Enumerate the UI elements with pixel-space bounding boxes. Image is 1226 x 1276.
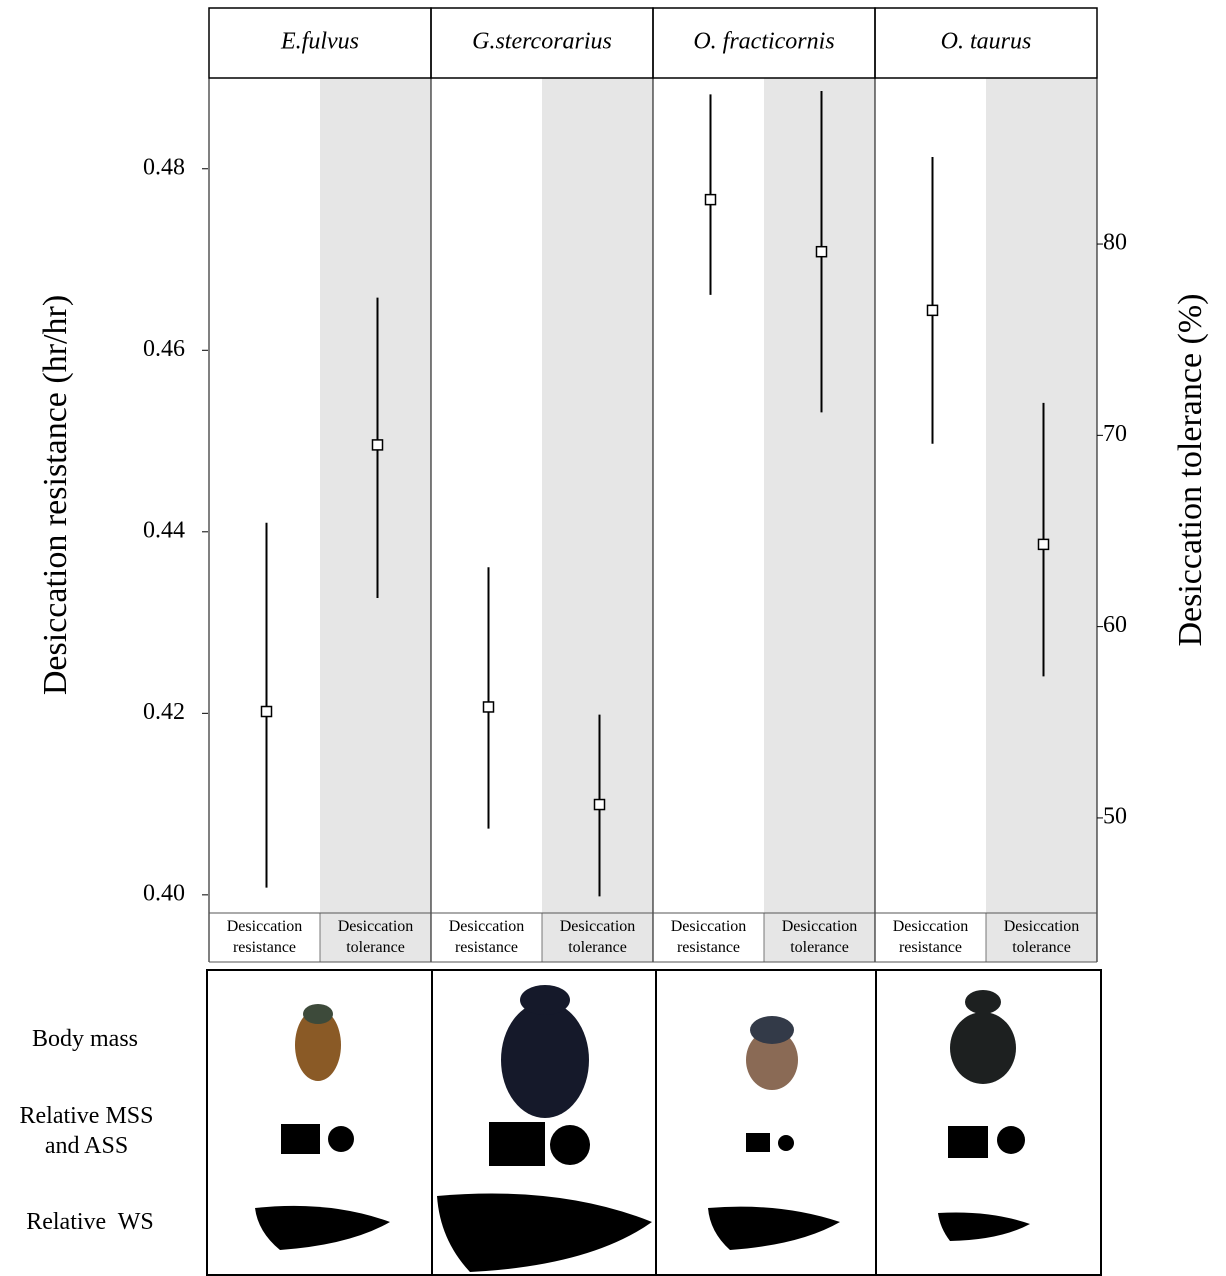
panel-label: Desiccation tolerance bbox=[781, 918, 858, 956]
y-tick-label: 0.48 bbox=[143, 154, 185, 180]
tolerance-band bbox=[986, 78, 1097, 962]
row-label: Relative WS bbox=[26, 1209, 154, 1235]
mss-square bbox=[281, 1124, 320, 1154]
beetle bbox=[965, 990, 1001, 1014]
header-box bbox=[874, 7, 1098, 79]
lower-panel bbox=[206, 969, 1102, 1276]
panel-label: Desiccation tolerance bbox=[337, 918, 414, 956]
point bbox=[815, 245, 828, 258]
row-label: Body mass bbox=[31, 1026, 138, 1052]
beetle bbox=[295, 1009, 341, 1081]
tolerance-band bbox=[542, 78, 653, 962]
y-axis-title: Desiccation resistance (hr/hr) bbox=[37, 295, 74, 695]
y-tick-label: 0.46 bbox=[143, 336, 185, 362]
wing bbox=[938, 1212, 1030, 1241]
beetle bbox=[501, 1002, 589, 1118]
beetle bbox=[750, 1016, 794, 1044]
y2-tick-label: 50 bbox=[1103, 803, 1127, 829]
y2-axis-title: Desiccation tolerance (%) bbox=[1172, 293, 1209, 646]
point bbox=[1037, 538, 1050, 551]
panel-label: Desiccation resistance bbox=[448, 918, 525, 956]
tolerance-band bbox=[764, 78, 875, 962]
wing bbox=[437, 1193, 652, 1272]
wing bbox=[255, 1205, 390, 1250]
panel-label: Desiccation tolerance bbox=[1003, 918, 1080, 956]
y2-tick-label: 80 bbox=[1103, 230, 1127, 256]
point bbox=[593, 798, 606, 811]
beetle bbox=[950, 1012, 1016, 1084]
facet-title: G.stercorarius bbox=[472, 29, 612, 55]
facet-title: O. taurus bbox=[941, 29, 1032, 55]
mss-square bbox=[746, 1133, 770, 1152]
mss-square bbox=[489, 1122, 545, 1166]
ass-circle bbox=[550, 1125, 590, 1165]
panel-label: Desiccation resistance bbox=[226, 918, 303, 956]
point bbox=[371, 439, 384, 451]
panel-label: Desiccation resistance bbox=[670, 918, 747, 956]
point bbox=[482, 701, 495, 713]
lower-frame bbox=[206, 969, 1102, 1276]
ass-circle bbox=[328, 1126, 354, 1152]
row-label: Relative MSS and ASS bbox=[19, 1103, 160, 1159]
panel-label: Desiccation tolerance bbox=[559, 918, 636, 956]
beetle bbox=[520, 985, 570, 1015]
ass-circle bbox=[778, 1135, 794, 1151]
point bbox=[704, 193, 717, 206]
beetle bbox=[303, 1004, 333, 1024]
y-tick-label: 0.42 bbox=[143, 699, 185, 725]
y2-tick-label: 60 bbox=[1103, 612, 1127, 638]
y2-tick-label: 70 bbox=[1103, 421, 1127, 447]
facet-title: E.fulvus bbox=[280, 29, 359, 55]
tolerance-band bbox=[320, 78, 431, 962]
mss-square bbox=[948, 1126, 988, 1158]
y-tick-label: 0.44 bbox=[143, 517, 185, 543]
beetle bbox=[746, 1030, 798, 1090]
point bbox=[926, 304, 939, 317]
facet-title: O. fracticornis bbox=[693, 29, 834, 55]
wing bbox=[708, 1206, 840, 1250]
y-tick-label: 0.40 bbox=[143, 880, 185, 906]
panel-label: Desiccation resistance bbox=[892, 918, 969, 956]
point bbox=[260, 705, 273, 718]
ass-circle bbox=[997, 1126, 1025, 1154]
